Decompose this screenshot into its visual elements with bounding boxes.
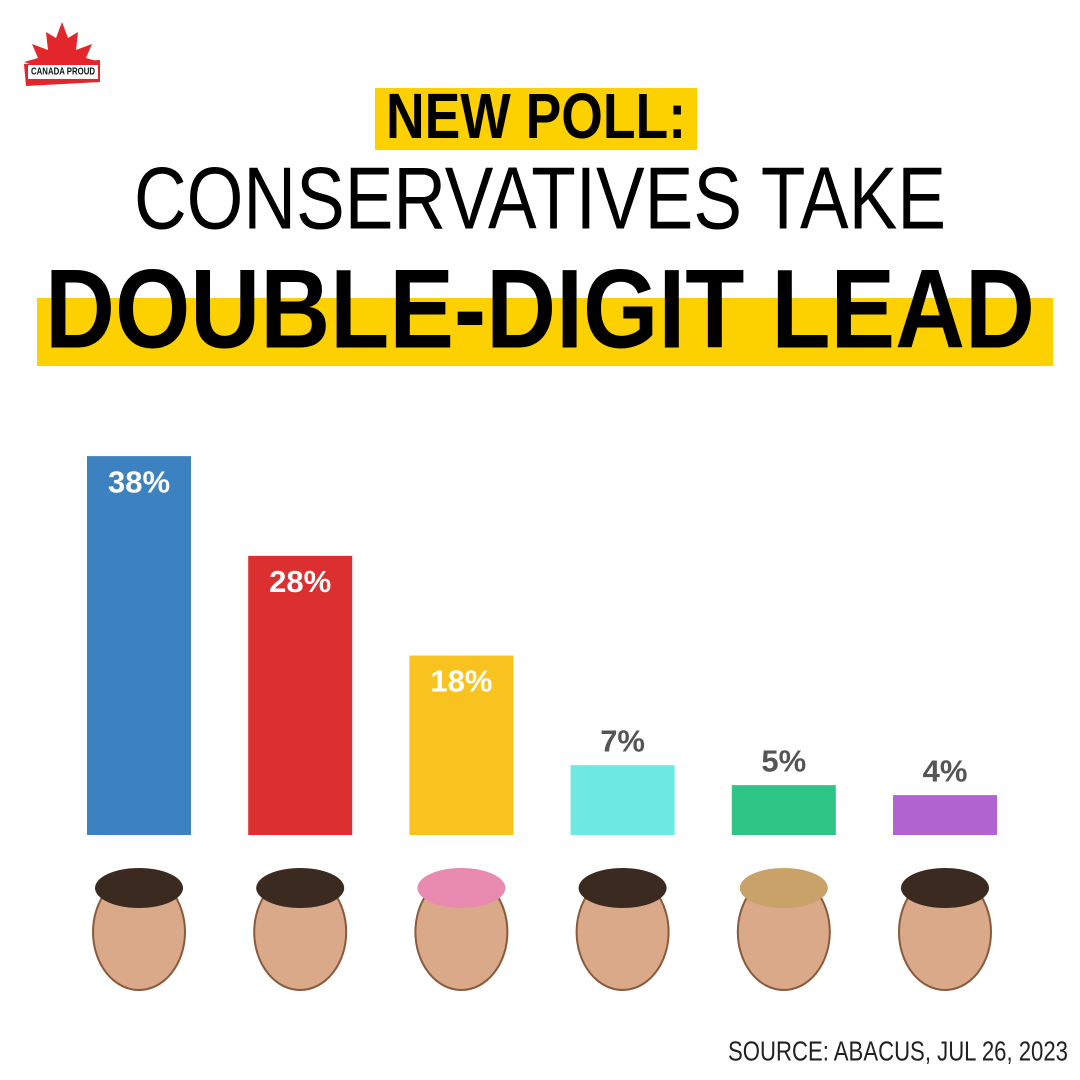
bar xyxy=(248,555,353,835)
candidate-hair xyxy=(95,868,183,908)
subtitle: CONSERVATIVES TAKE xyxy=(134,148,946,247)
value-label: 5% xyxy=(761,743,806,778)
title-highlight xyxy=(375,88,697,150)
value-label: 38% xyxy=(108,464,170,499)
value-label: 28% xyxy=(269,564,331,599)
headline-highlight xyxy=(37,298,1053,366)
value-label: 7% xyxy=(600,723,645,758)
candidate-hair xyxy=(256,868,345,908)
candidate-hair xyxy=(578,868,667,908)
logo: CANADA PROUD xyxy=(24,22,100,86)
candidate-hair xyxy=(901,868,989,908)
bar xyxy=(409,655,514,835)
value-label: 18% xyxy=(430,664,492,699)
value-label: 4% xyxy=(923,753,968,788)
bar xyxy=(570,765,675,835)
bar xyxy=(893,795,997,835)
logo-label-bg xyxy=(28,65,98,79)
source: SOURCE: ABACUS, JUL 26, 2023 xyxy=(728,1035,1068,1066)
candidate-hair xyxy=(417,868,506,908)
logo-text: CANADA PROUD xyxy=(31,67,95,78)
candidate-hair xyxy=(739,868,828,908)
headline: DOUBLE-DIGIT LEAD xyxy=(45,247,1035,372)
bar xyxy=(87,456,191,835)
title: NEW POLL: xyxy=(386,80,686,152)
bar xyxy=(731,785,836,835)
